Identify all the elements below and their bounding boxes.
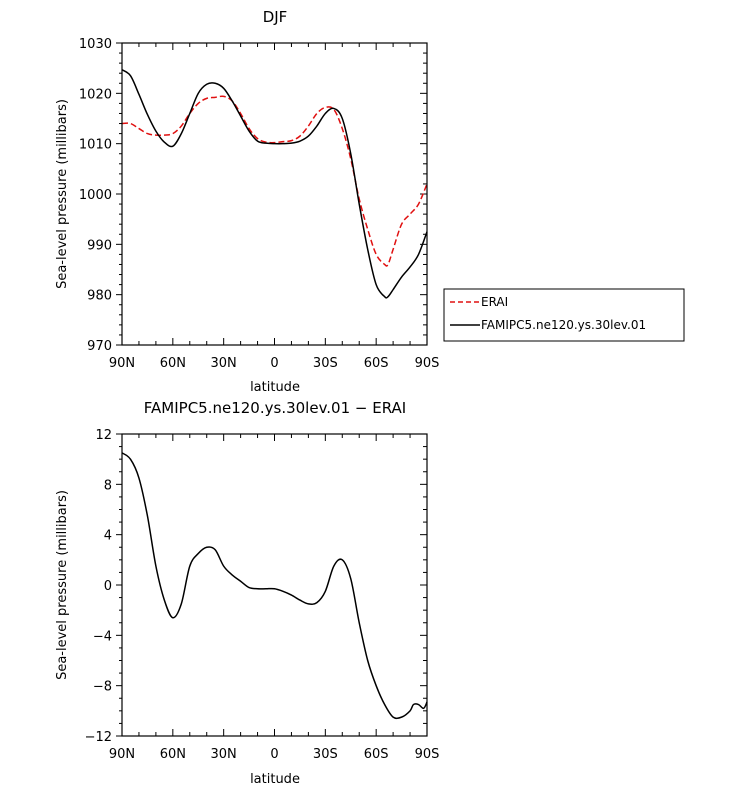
top-x-tick-label: 30N [211, 356, 237, 371]
legend-box [443, 288, 685, 342]
top-x-tick-label: 90N [109, 356, 135, 371]
top-plot-frame [121, 42, 428, 346]
bottom-x-tick-label: 60S [364, 747, 389, 762]
legend: ERAI FAMIPC5.ne120.ys.30lev.01 [443, 288, 685, 342]
legend-label-erai: ERAI [481, 295, 508, 309]
bottom-x-axis-label: latitude [250, 772, 300, 787]
top-x-tick-label: 30S [313, 356, 338, 371]
top-y-tick-labels: 970 980 990 1000 1010 1020 1030 [79, 37, 112, 354]
top-series-line-famipc5-ne120-ys-30lev-01 [121, 69, 428, 299]
top-y-tick-label: 990 [87, 238, 112, 253]
bottom-y-tick-label: 4 [104, 529, 112, 544]
top-y-axis-label: Sea-level pressure (millibars) [55, 99, 70, 289]
top-x-tick-labels: 90N 60N 30N 0 30S 60S 90S [109, 356, 440, 371]
top-y-tick-label: 970 [87, 339, 112, 354]
bottom-axis-ticks [116, 433, 428, 737]
top-x-tick-label: 60N [160, 356, 186, 371]
bottom-x-tick-label: 60N [160, 747, 186, 762]
top-y-tick-label: 1000 [79, 188, 112, 203]
top-x-tick-label: 60S [364, 356, 389, 371]
top-y-tick-label: 1030 [79, 37, 112, 52]
top-chart-title: DJF [263, 8, 288, 26]
bottom-y-tick-label: 8 [104, 478, 112, 493]
bottom-y-tick-label: 0 [104, 579, 112, 594]
bottom-y-tick-label: −4 [93, 629, 112, 644]
top-series-line-erai [121, 95, 428, 267]
bottom-y-tick-label: −8 [93, 680, 112, 695]
bottom-y-tick-label: −12 [85, 730, 112, 745]
legend-label-model: FAMIPC5.ne120.ys.30lev.01 [481, 318, 646, 332]
top-y-tick-label: 1010 [79, 138, 112, 153]
bottom-y-tick-label: 12 [95, 428, 112, 443]
top-y-tick-label: 980 [87, 289, 112, 304]
top-series-lines [121, 69, 428, 299]
bottom-chart-title: FAMIPC5.ne120.ys.30lev.01 − ERAI [144, 399, 406, 417]
bottom-panel: FAMIPC5.ne120.ys.30lev.01 − ERAI 90N 60N 3… [55, 399, 439, 787]
top-panel: DJF 90N 60N 30N 0 30S 60S 90S 970 980 990 1000 101… [55, 8, 439, 395]
bottom-x-tick-label: 90S [415, 747, 440, 762]
top-x-axis-label: latitude [250, 380, 300, 395]
top-x-tick-label: 0 [270, 356, 278, 371]
top-x-tick-label: 90S [415, 356, 440, 371]
bottom-series-lines [121, 452, 428, 720]
top-y-tick-label: 1020 [79, 87, 112, 102]
top-axis-ticks [116, 42, 428, 346]
bottom-y-axis-label: Sea-level pressure (millibars) [55, 490, 70, 680]
bottom-plot-frame [121, 433, 428, 737]
bottom-x-tick-labels: 90N 60N 30N 0 30S 60S 90S [109, 747, 440, 762]
bottom-x-tick-label: 0 [270, 747, 278, 762]
bottom-x-tick-label: 30N [211, 747, 237, 762]
bottom-y-tick-labels: −12 −8 −4 0 4 8 12 [85, 428, 112, 745]
bottom-x-tick-label: 90N [109, 747, 135, 762]
bottom-x-tick-label: 30S [313, 747, 338, 762]
bottom-series-line-difference [121, 452, 428, 720]
